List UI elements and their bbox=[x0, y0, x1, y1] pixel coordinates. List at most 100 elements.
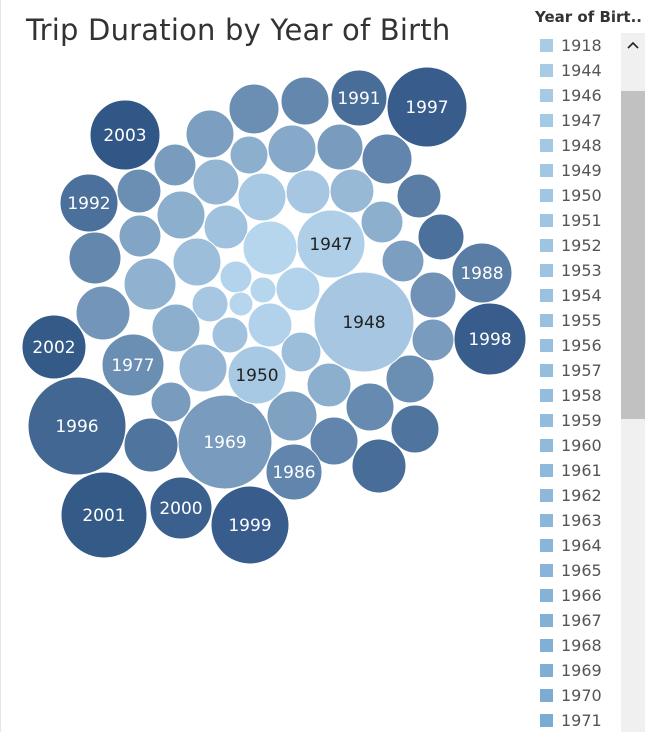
bubble-1992[interactable] bbox=[59, 173, 119, 233]
bubble-1986[interactable] bbox=[265, 443, 323, 501]
legend-label: 1961 bbox=[561, 461, 602, 480]
bubble[interactable] bbox=[409, 271, 457, 319]
bubble[interactable] bbox=[211, 316, 249, 354]
bubble[interactable] bbox=[242, 220, 298, 276]
legend-item[interactable]: 1967 bbox=[540, 608, 620, 633]
bubble[interactable] bbox=[203, 204, 249, 250]
legend-item[interactable]: 1961 bbox=[540, 458, 620, 483]
bubble[interactable] bbox=[411, 318, 455, 362]
bubble-2003[interactable] bbox=[89, 99, 161, 171]
legend-item[interactable]: 1962 bbox=[540, 483, 620, 508]
legend-title[interactable]: Year of Birt.. bbox=[535, 8, 642, 26]
bubble-label: 2000 bbox=[159, 499, 202, 519]
bubble[interactable] bbox=[156, 190, 206, 240]
bubble[interactable] bbox=[192, 158, 240, 206]
bubble[interactable] bbox=[75, 285, 131, 341]
bubble-1999[interactable] bbox=[210, 485, 290, 565]
scroll-thumb[interactable] bbox=[621, 91, 645, 419]
bubble[interactable] bbox=[150, 381, 192, 423]
bubble[interactable] bbox=[123, 417, 179, 473]
bubble[interactable] bbox=[116, 168, 162, 214]
bubble[interactable] bbox=[172, 237, 222, 287]
bubble[interactable] bbox=[228, 291, 254, 317]
bubble[interactable] bbox=[185, 109, 235, 159]
bubble[interactable] bbox=[178, 343, 228, 393]
legend-item[interactable]: 1954 bbox=[540, 283, 620, 308]
bubble-1988[interactable] bbox=[451, 242, 513, 304]
legend-item[interactable]: 1949 bbox=[540, 158, 620, 183]
bubble-1969[interactable] bbox=[177, 394, 273, 490]
legend-item[interactable]: 1958 bbox=[540, 383, 620, 408]
bubble-1998[interactable] bbox=[453, 302, 527, 376]
legend-item[interactable]: 1969 bbox=[540, 658, 620, 683]
bubble-1991[interactable] bbox=[330, 69, 388, 127]
bubble[interactable] bbox=[316, 123, 364, 171]
bubble-2000[interactable] bbox=[149, 476, 213, 540]
bubble-1950[interactable] bbox=[227, 345, 287, 405]
legend-item[interactable]: 1918 bbox=[540, 33, 620, 58]
bubble[interactable] bbox=[351, 438, 407, 494]
bubble-1947[interactable] bbox=[296, 209, 366, 279]
legend-item[interactable]: 1963 bbox=[540, 508, 620, 533]
bubble[interactable] bbox=[385, 354, 435, 404]
legend-item[interactable]: 1966 bbox=[540, 583, 620, 608]
bubble[interactable] bbox=[306, 362, 352, 408]
bubble[interactable] bbox=[229, 135, 269, 175]
legend-item[interactable]: 1946 bbox=[540, 83, 620, 108]
legend-item[interactable]: 1956 bbox=[540, 333, 620, 358]
bubble[interactable] bbox=[228, 83, 280, 135]
bubble[interactable] bbox=[68, 231, 122, 285]
legend-item[interactable]: 1953 bbox=[540, 258, 620, 283]
bubble[interactable] bbox=[417, 213, 465, 261]
bubble[interactable] bbox=[267, 124, 317, 174]
legend-item[interactable]: 1952 bbox=[540, 233, 620, 258]
bubble[interactable] bbox=[390, 404, 440, 454]
bubble[interactable] bbox=[151, 303, 201, 353]
legend-item[interactable]: 1950 bbox=[540, 183, 620, 208]
bubble[interactable] bbox=[266, 390, 318, 442]
bubble-2002[interactable] bbox=[21, 314, 87, 380]
bubble[interactable] bbox=[118, 214, 162, 258]
bubble[interactable] bbox=[249, 276, 277, 304]
bubble[interactable] bbox=[247, 302, 293, 348]
bubble-1996[interactable] bbox=[27, 376, 127, 476]
legend-item[interactable]: 1947 bbox=[540, 108, 620, 133]
legend-item[interactable]: 1959 bbox=[540, 408, 620, 433]
legend-label: 1964 bbox=[561, 536, 602, 555]
bubble-1948[interactable] bbox=[313, 271, 415, 373]
bubble[interactable] bbox=[361, 133, 413, 185]
bubble[interactable] bbox=[153, 143, 197, 187]
legend-item[interactable]: 1965 bbox=[540, 558, 620, 583]
legend-scrollbar[interactable] bbox=[621, 33, 645, 732]
legend-item[interactable]: 1951 bbox=[540, 208, 620, 233]
legend-item[interactable]: 1957 bbox=[540, 358, 620, 383]
chevron-up-icon[interactable] bbox=[621, 33, 645, 57]
bubble-2001[interactable] bbox=[60, 471, 148, 559]
legend-swatch bbox=[540, 689, 553, 702]
left-divider bbox=[0, 0, 1, 732]
bubble[interactable] bbox=[219, 260, 253, 294]
bubble[interactable] bbox=[345, 382, 395, 432]
bubble[interactable] bbox=[280, 76, 330, 126]
legend-item[interactable]: 1964 bbox=[540, 533, 620, 558]
bubble[interactable] bbox=[237, 172, 287, 222]
legend-item[interactable]: 1970 bbox=[540, 683, 620, 708]
bubble[interactable] bbox=[280, 331, 322, 373]
legend-item[interactable]: 1968 bbox=[540, 633, 620, 658]
legend-item[interactable]: 1960 bbox=[540, 433, 620, 458]
legend-item[interactable]: 1971 bbox=[540, 708, 620, 733]
bubble[interactable] bbox=[285, 169, 331, 215]
legend-item[interactable]: 1948 bbox=[540, 133, 620, 158]
legend-item[interactable]: 1944 bbox=[540, 58, 620, 83]
bubble-label: 2001 bbox=[82, 506, 125, 526]
legend-item[interactable]: 1955 bbox=[540, 308, 620, 333]
bubble[interactable] bbox=[381, 239, 425, 283]
bubble[interactable] bbox=[360, 200, 404, 244]
bubble[interactable] bbox=[123, 257, 177, 311]
bubble-1997[interactable] bbox=[386, 66, 468, 148]
bubble[interactable] bbox=[396, 173, 442, 219]
bubble[interactable] bbox=[309, 416, 359, 466]
bubble-1977[interactable] bbox=[101, 333, 165, 397]
bubble[interactable] bbox=[329, 168, 375, 214]
bubble[interactable] bbox=[191, 285, 229, 323]
